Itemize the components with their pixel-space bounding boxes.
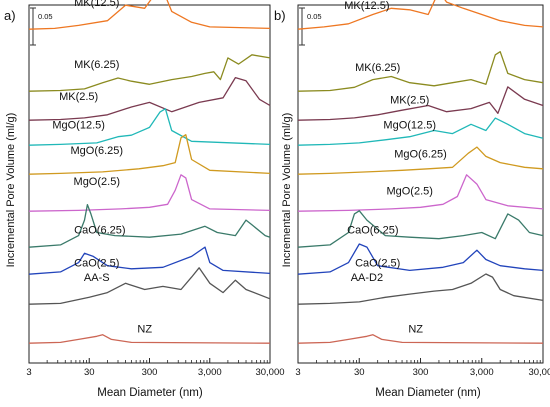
series-label: MK(6.25) (74, 59, 119, 71)
x-tick-label: 3,000 (470, 367, 494, 378)
series-line-cao-6-25 (28, 203, 271, 248)
series-line-mgo-6-25 (28, 134, 271, 175)
series-label: AA-D2 (351, 272, 383, 284)
series-label: CaO(2.5) (355, 258, 400, 270)
series-line-mgo-12-5 (297, 117, 544, 146)
x-tick-label: 3 (26, 367, 31, 378)
x-tick-label: 300 (142, 367, 158, 378)
series-line-mk-12-5 (297, 0, 544, 30)
series-label: MK(6.25) (355, 62, 400, 74)
x-tick-label: 30,000 (255, 367, 284, 378)
x-tick-label: 300 (413, 367, 429, 378)
series-label: NZ (137, 324, 152, 336)
series-label: MK(12.5) (74, 0, 119, 9)
scale-bar-label: 0.05 (307, 12, 322, 21)
panel-a: a) 0.05 3 30 300 3,000 30,000 MK(12.5) MK(6.25) M… (4, 0, 285, 378)
x-tick-label: 3,000 (198, 367, 222, 378)
plot-frame (297, 4, 544, 364)
x-tick-label: 30 (354, 367, 365, 378)
panel-b: b) 0.05 3 30 300 3,000 30,000 MK(12.5) MK(6.25) M… (274, 0, 550, 378)
series-label: NZ (408, 324, 423, 336)
series-label: CaO(6.25) (74, 224, 125, 236)
scale-bar-label: 0.05 (38, 12, 53, 21)
series-line-mk-2-5 (28, 76, 271, 121)
series-label: CaO(6.25) (347, 224, 398, 236)
series-label: MgO(2.5) (386, 185, 432, 197)
series-label: MgO(12.5) (383, 119, 436, 131)
series-label: MgO(6.25) (70, 145, 123, 157)
series-label: MgO(12.5) (52, 119, 105, 131)
figure-ylabel: Incremental Pore Volume (ml/g) (5, 113, 17, 268)
x-axis-label-b: Mean Diameter (nm) (375, 387, 481, 399)
series-line-nz (28, 334, 271, 344)
plot-frame (28, 4, 271, 364)
x-tick-label: 3 (295, 367, 300, 378)
series-line-aa-d2 (297, 273, 544, 305)
series-label: MgO(2.5) (74, 176, 120, 188)
series-line-mgo-2-5 (28, 174, 271, 212)
series-label: MK(2.5) (59, 91, 98, 103)
x-axis-label-a: Mean Diameter (nm) (97, 387, 203, 399)
series-line-mgo-2-5 (297, 174, 544, 212)
series-line-cao-2-5 (28, 246, 271, 275)
series-label: AA-S (84, 272, 110, 284)
series-line-mk-6-25 (297, 51, 544, 92)
series-line-mk-2-5 (297, 86, 544, 121)
series-label: CaO(2.5) (74, 258, 119, 270)
series-line-mgo-12-5 (28, 108, 271, 146)
series-line-nz (297, 334, 544, 344)
series-label: MK(2.5) (390, 94, 429, 106)
panel-label: b) (274, 8, 286, 23)
series-label: MK(12.5) (344, 0, 389, 12)
panel-label: a) (4, 8, 16, 23)
series-line-mk-6-25 (28, 54, 271, 92)
series-line-mk-12-5 (28, 0, 271, 30)
series-label: MgO(6.25) (394, 148, 447, 160)
series-line-cao-6-25 (297, 210, 544, 248)
x-tick-label: 30,000 (528, 367, 550, 378)
series-line-cao-2-5 (297, 243, 544, 275)
figure-ylabel: Incremental Pore Volume (ml/g) (281, 113, 293, 268)
series-line-aa-s (28, 267, 271, 305)
series-line-mgo-6-25 (297, 146, 544, 175)
x-tick-label: 30 (84, 367, 95, 378)
